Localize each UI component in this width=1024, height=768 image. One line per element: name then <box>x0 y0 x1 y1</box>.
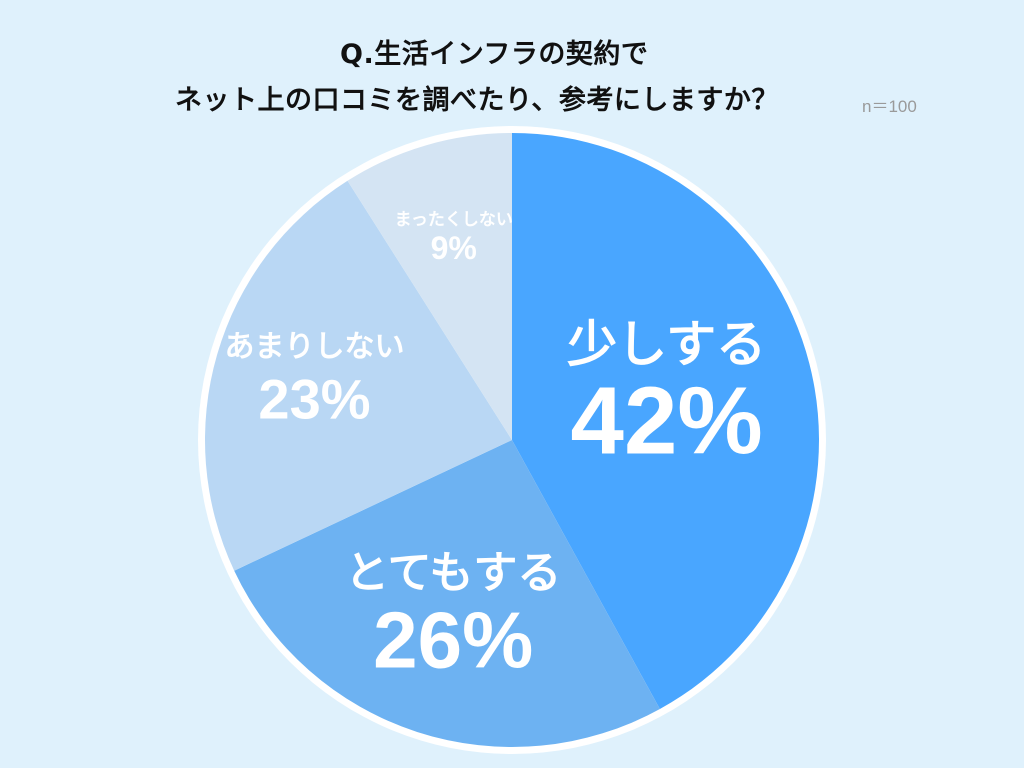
pie-slices <box>205 133 819 747</box>
slice-label: まったくしない <box>395 210 513 230</box>
pie-slice <box>205 180 513 571</box>
sample-size-label: n＝100 <box>862 97 917 116</box>
slice-label: 少しする <box>567 316 766 374</box>
slice-value: 42% <box>571 368 763 475</box>
pie-slice <box>234 440 660 747</box>
pie-slice <box>512 133 819 710</box>
slice-value: 9% <box>431 230 477 266</box>
slice-value: 23% <box>258 368 370 431</box>
slice-label: あまりしない <box>224 330 404 365</box>
chart-title-line1: Q.生活インフラの契約で <box>340 39 649 70</box>
slice-label: とてもする <box>345 547 561 598</box>
pie-slice <box>347 133 512 440</box>
slice-value: 26% <box>373 595 533 684</box>
chart-title-line2: ネット上の口コミを調べたり、参考にしますか？ <box>175 85 779 116</box>
